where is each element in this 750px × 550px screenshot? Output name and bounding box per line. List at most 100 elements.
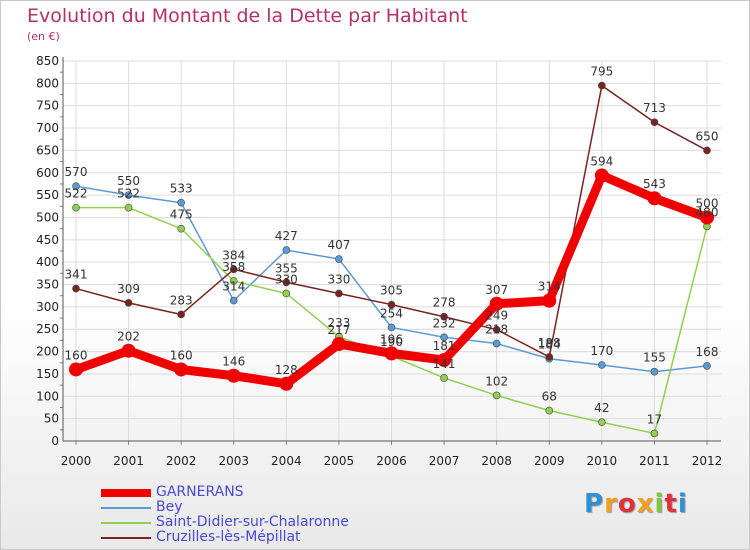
data-label: 160 (170, 348, 193, 362)
legend-label: Saint-Didier-sur-Chalaronne (156, 514, 349, 530)
line-chart: 0 50 100 150 200 250 300 350 400 450 500 550 600 650 7… (36, 54, 722, 468)
y-tick-label: 750 (36, 99, 59, 113)
data-point (69, 362, 83, 377)
data-point (121, 343, 136, 358)
data-label: 102 (485, 374, 508, 388)
chart-subtitle: (en €) (27, 30, 60, 43)
data-label: 522 (117, 187, 140, 201)
y-tick-label: 600 (36, 166, 59, 180)
data-label: 190 (380, 335, 403, 349)
data-label: 170 (590, 344, 613, 358)
legend-label: GARNERANS (156, 484, 244, 500)
data-point (492, 391, 501, 400)
y-tick-label: 150 (36, 367, 59, 381)
data-point (647, 191, 662, 206)
x-tick-label: 2003 (218, 454, 249, 468)
data-point (335, 289, 343, 298)
data-point (335, 255, 343, 263)
data-label: 480 (696, 205, 719, 219)
y-tick-label: 450 (36, 233, 59, 247)
data-label: 196 (380, 332, 403, 346)
data-point (598, 81, 606, 90)
legend-label: Bey (156, 499, 183, 515)
y-tick-label: 200 (36, 345, 59, 359)
data-label: 217 (327, 323, 350, 337)
data-point (282, 289, 291, 298)
data-label: 500 (696, 196, 719, 210)
data-point (282, 246, 291, 254)
data-label: 543 (643, 177, 666, 191)
y-tick-label: 550 (36, 188, 59, 202)
data-point (229, 296, 238, 305)
data-label: 283 (170, 293, 193, 307)
x-tick-label: 2004 (271, 454, 302, 468)
x-tick-label: 2007 (429, 454, 460, 468)
data-label: 550 (117, 174, 140, 188)
logo-letter: i (677, 489, 688, 519)
data-labels: 160 202 160 146 128 217 196 181 307 314 594 543 500 5… (65, 65, 719, 427)
data-point (177, 224, 185, 233)
data-label: 146 (222, 355, 245, 369)
data-label: 278 (433, 296, 456, 310)
data-label: 522 (65, 187, 88, 201)
data-label: 358 (222, 260, 245, 274)
x-tick-label: 2000 (61, 454, 92, 468)
data-label: 309 (117, 282, 140, 296)
y-tick-label: 250 (36, 322, 59, 336)
x-tick-label: 2009 (534, 454, 565, 468)
data-point (72, 203, 80, 212)
data-label: 407 (327, 238, 350, 252)
proxiti-logo: Proxiti (584, 489, 688, 519)
legend-swatch (101, 537, 151, 539)
data-point (703, 146, 711, 155)
data-point (226, 368, 241, 383)
data-point (545, 353, 554, 361)
data-point (124, 191, 133, 199)
data-point (387, 323, 396, 332)
legend-swatch (101, 489, 151, 497)
legend-label: Cruzilles-lès-Mépillat (156, 529, 301, 545)
data-point (229, 265, 238, 274)
data-label: 68 (542, 390, 557, 404)
data-label: 160 (65, 348, 88, 362)
data-point (440, 312, 448, 321)
data-point (124, 299, 133, 307)
data-point (387, 300, 396, 309)
data-label: 202 (117, 330, 140, 344)
series-group (69, 81, 714, 438)
logo-letter: i (654, 489, 665, 519)
data-label: 17 (647, 412, 662, 426)
y-tick-label: 400 (36, 255, 59, 269)
data-label: 232 (433, 316, 456, 330)
data-label: 218 (485, 323, 508, 337)
y-tick-label: 100 (36, 389, 59, 403)
y-tick-label: 300 (36, 300, 59, 314)
data-label: 249 (485, 309, 508, 323)
data-label: 650 (696, 129, 719, 143)
data-point (384, 346, 399, 361)
data-point (650, 429, 659, 438)
data-point (282, 278, 291, 287)
logo-letter: r (604, 489, 618, 519)
y-tick-label: 700 (36, 121, 59, 135)
data-point (650, 367, 659, 376)
logo-letter: t (664, 489, 678, 519)
data-label: 305 (380, 284, 403, 298)
data-label: 594 (590, 154, 613, 168)
data-label: 307 (485, 283, 508, 297)
y-tick-label: 800 (36, 76, 59, 90)
data-point (177, 310, 185, 319)
data-label: 533 (170, 182, 193, 196)
data-label: 42 (594, 401, 609, 415)
y-tick-label: 0 (51, 434, 59, 448)
x-tick-label: 2010 (587, 454, 618, 468)
data-point (489, 296, 504, 311)
data-label: 188 (538, 336, 561, 350)
data-label: 128 (275, 363, 298, 377)
legend-swatch (101, 507, 151, 509)
data-label: 314 (538, 280, 561, 294)
data-point (124, 203, 133, 212)
logo-letter: o (617, 489, 637, 519)
data-point (545, 406, 554, 415)
